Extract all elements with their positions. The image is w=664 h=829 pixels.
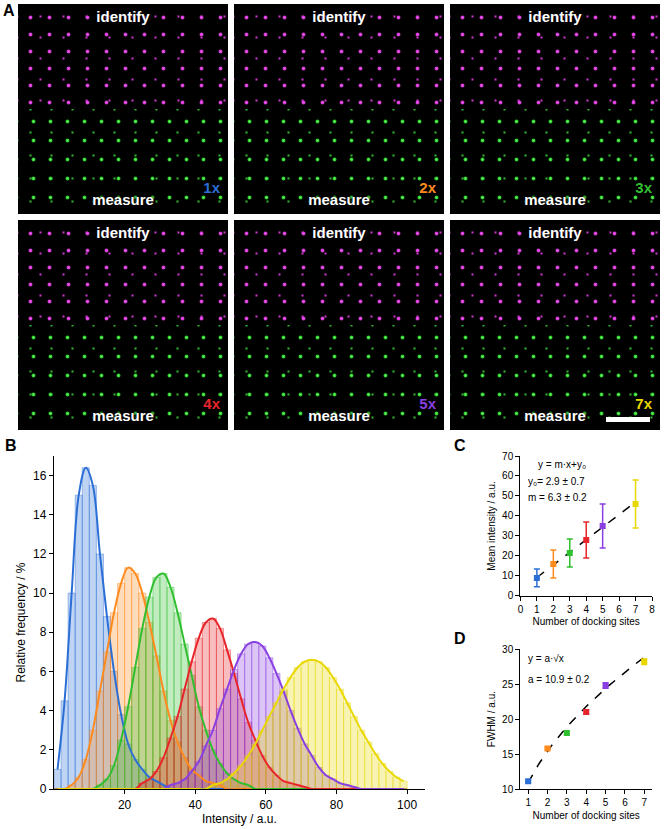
svg-text:15: 15 [502,749,514,760]
svg-text:30: 30 [502,530,514,541]
svg-text:12: 12 [33,547,47,561]
html-text:1x: 1x [203,179,220,196]
svg-text:20: 20 [502,714,514,725]
svg-text:40: 40 [189,798,203,812]
svg-text:6: 6 [622,797,628,808]
svg-text:y₀= 2.9 ± 0.7: y₀= 2.9 ± 0.7 [528,476,585,487]
svg-text:6: 6 [616,604,622,615]
svg-text:1: 1 [525,797,531,808]
svg-text:25: 25 [502,679,514,690]
svg-text:1: 1 [534,604,540,615]
svg-text:B: B [5,437,17,454]
svg-text:3: 3 [567,604,573,615]
html-text:identify: identify [528,224,582,241]
html-text:identify: identify [528,8,582,25]
html-text:measure: measure [92,407,154,424]
html-text:measure: measure [92,191,154,208]
svg-text:7: 7 [633,604,639,615]
svg-text:80: 80 [330,798,344,812]
svg-text:a = 10.9 ± 0.2: a = 10.9 ± 0.2 [528,674,590,685]
svg-text:2: 2 [545,797,551,808]
svg-text:60: 60 [259,798,273,812]
html-text:identify: identify [312,224,366,241]
svg-text:16: 16 [33,469,47,483]
html-text:identify: identify [96,8,150,25]
svg-text:Number of docking sites: Number of docking sites [533,810,640,821]
html-text:measure: measure [524,191,586,208]
svg-text:y = m·x+y₀: y = m·x+y₀ [538,459,586,470]
html-text:identify: identify [312,8,366,25]
svg-text:5: 5 [600,604,606,615]
svg-text:Intensity / a.u.: Intensity / a.u. [202,812,277,826]
svg-text:y = a·√x: y = a·√x [528,653,564,664]
svg-text:8: 8 [649,604,655,615]
svg-text:50: 50 [502,490,514,501]
svg-text:7: 7 [641,797,647,808]
svg-text:0: 0 [508,590,514,601]
svg-text:m = 6.3 ± 0.2: m = 6.3 ± 0.2 [528,492,587,503]
svg-text:30: 30 [502,644,514,655]
svg-text:20: 20 [118,798,132,812]
html-text:measure: measure [308,407,370,424]
svg-text:Relative frequency / %: Relative frequency / % [14,562,28,682]
svg-text:Number of docking sites: Number of docking sites [533,616,640,627]
svg-text:C: C [454,437,466,454]
svg-text:10: 10 [502,570,514,581]
svg-text:14: 14 [33,508,47,522]
svg-text:4: 4 [583,604,589,615]
html-text:4x: 4x [203,395,220,412]
svg-text:70: 70 [502,451,514,462]
svg-text:2: 2 [551,604,557,615]
svg-text:0: 0 [40,782,47,796]
html-text:A: A [3,2,15,19]
svg-text:Mean intensity / a.u.: Mean intensity / a.u. [486,481,497,570]
html-text:measure: measure [524,407,586,424]
html-text:5x: 5x [419,395,436,412]
html-text:2x: 2x [419,179,436,196]
svg-text:8: 8 [40,625,47,639]
svg-text:0: 0 [518,604,524,615]
html-text:7x: 7x [635,395,652,412]
svg-text:10: 10 [33,586,47,600]
svg-text:6: 6 [40,665,47,679]
html-text:identify: identify [96,224,150,241]
svg-text:D: D [454,630,466,647]
html-text:measure: measure [308,191,370,208]
svg-text:4: 4 [40,704,47,718]
svg-text:10: 10 [502,784,514,795]
svg-text:5: 5 [603,797,609,808]
svg-text:4: 4 [583,797,589,808]
svg-text:40: 40 [502,510,514,521]
svg-text:100: 100 [397,798,417,812]
html-text:3x: 3x [635,179,652,196]
svg-text:3: 3 [564,797,570,808]
svg-text:20: 20 [502,550,514,561]
svg-text:FWHM / a.u.: FWHM / a.u. [486,691,497,747]
svg-text:60: 60 [502,470,514,481]
svg-text:2: 2 [40,743,47,757]
